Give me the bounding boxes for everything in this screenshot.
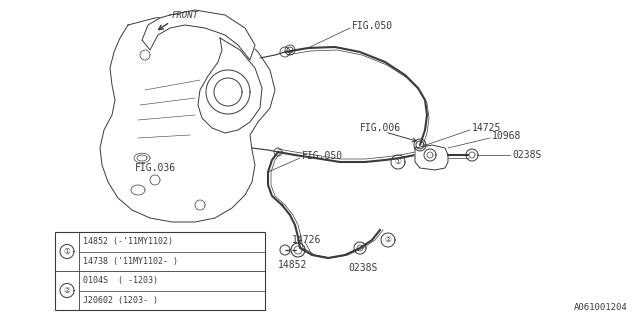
- Polygon shape: [415, 145, 448, 170]
- Text: FIG.050: FIG.050: [302, 151, 343, 161]
- Text: ②: ②: [63, 286, 70, 295]
- Polygon shape: [198, 38, 262, 133]
- Text: 0238S: 0238S: [348, 263, 378, 273]
- Text: ①: ①: [63, 247, 70, 256]
- Polygon shape: [142, 10, 255, 60]
- Text: 14852: 14852: [278, 260, 307, 270]
- Text: 0104S  ( -1203): 0104S ( -1203): [83, 276, 158, 285]
- FancyBboxPatch shape: [55, 232, 265, 310]
- Text: FIG.006: FIG.006: [360, 123, 401, 133]
- Text: 14852 (-'11MY1102): 14852 (-'11MY1102): [83, 237, 173, 246]
- Text: J20602 (1203- ): J20602 (1203- ): [83, 296, 158, 305]
- Text: 14726: 14726: [292, 235, 321, 245]
- Text: 0238S: 0238S: [512, 150, 541, 160]
- Text: FIG.036: FIG.036: [135, 163, 176, 173]
- Text: ②: ②: [385, 236, 392, 244]
- Text: 10968: 10968: [492, 131, 522, 141]
- Text: FIG.050: FIG.050: [352, 21, 393, 31]
- Polygon shape: [100, 15, 275, 222]
- Text: FRONT: FRONT: [172, 11, 199, 20]
- Text: A061001204: A061001204: [574, 303, 628, 312]
- Text: 14725: 14725: [472, 123, 501, 133]
- Text: 14738 ('11MY1102- ): 14738 ('11MY1102- ): [83, 257, 178, 266]
- Text: ①: ①: [395, 157, 401, 166]
